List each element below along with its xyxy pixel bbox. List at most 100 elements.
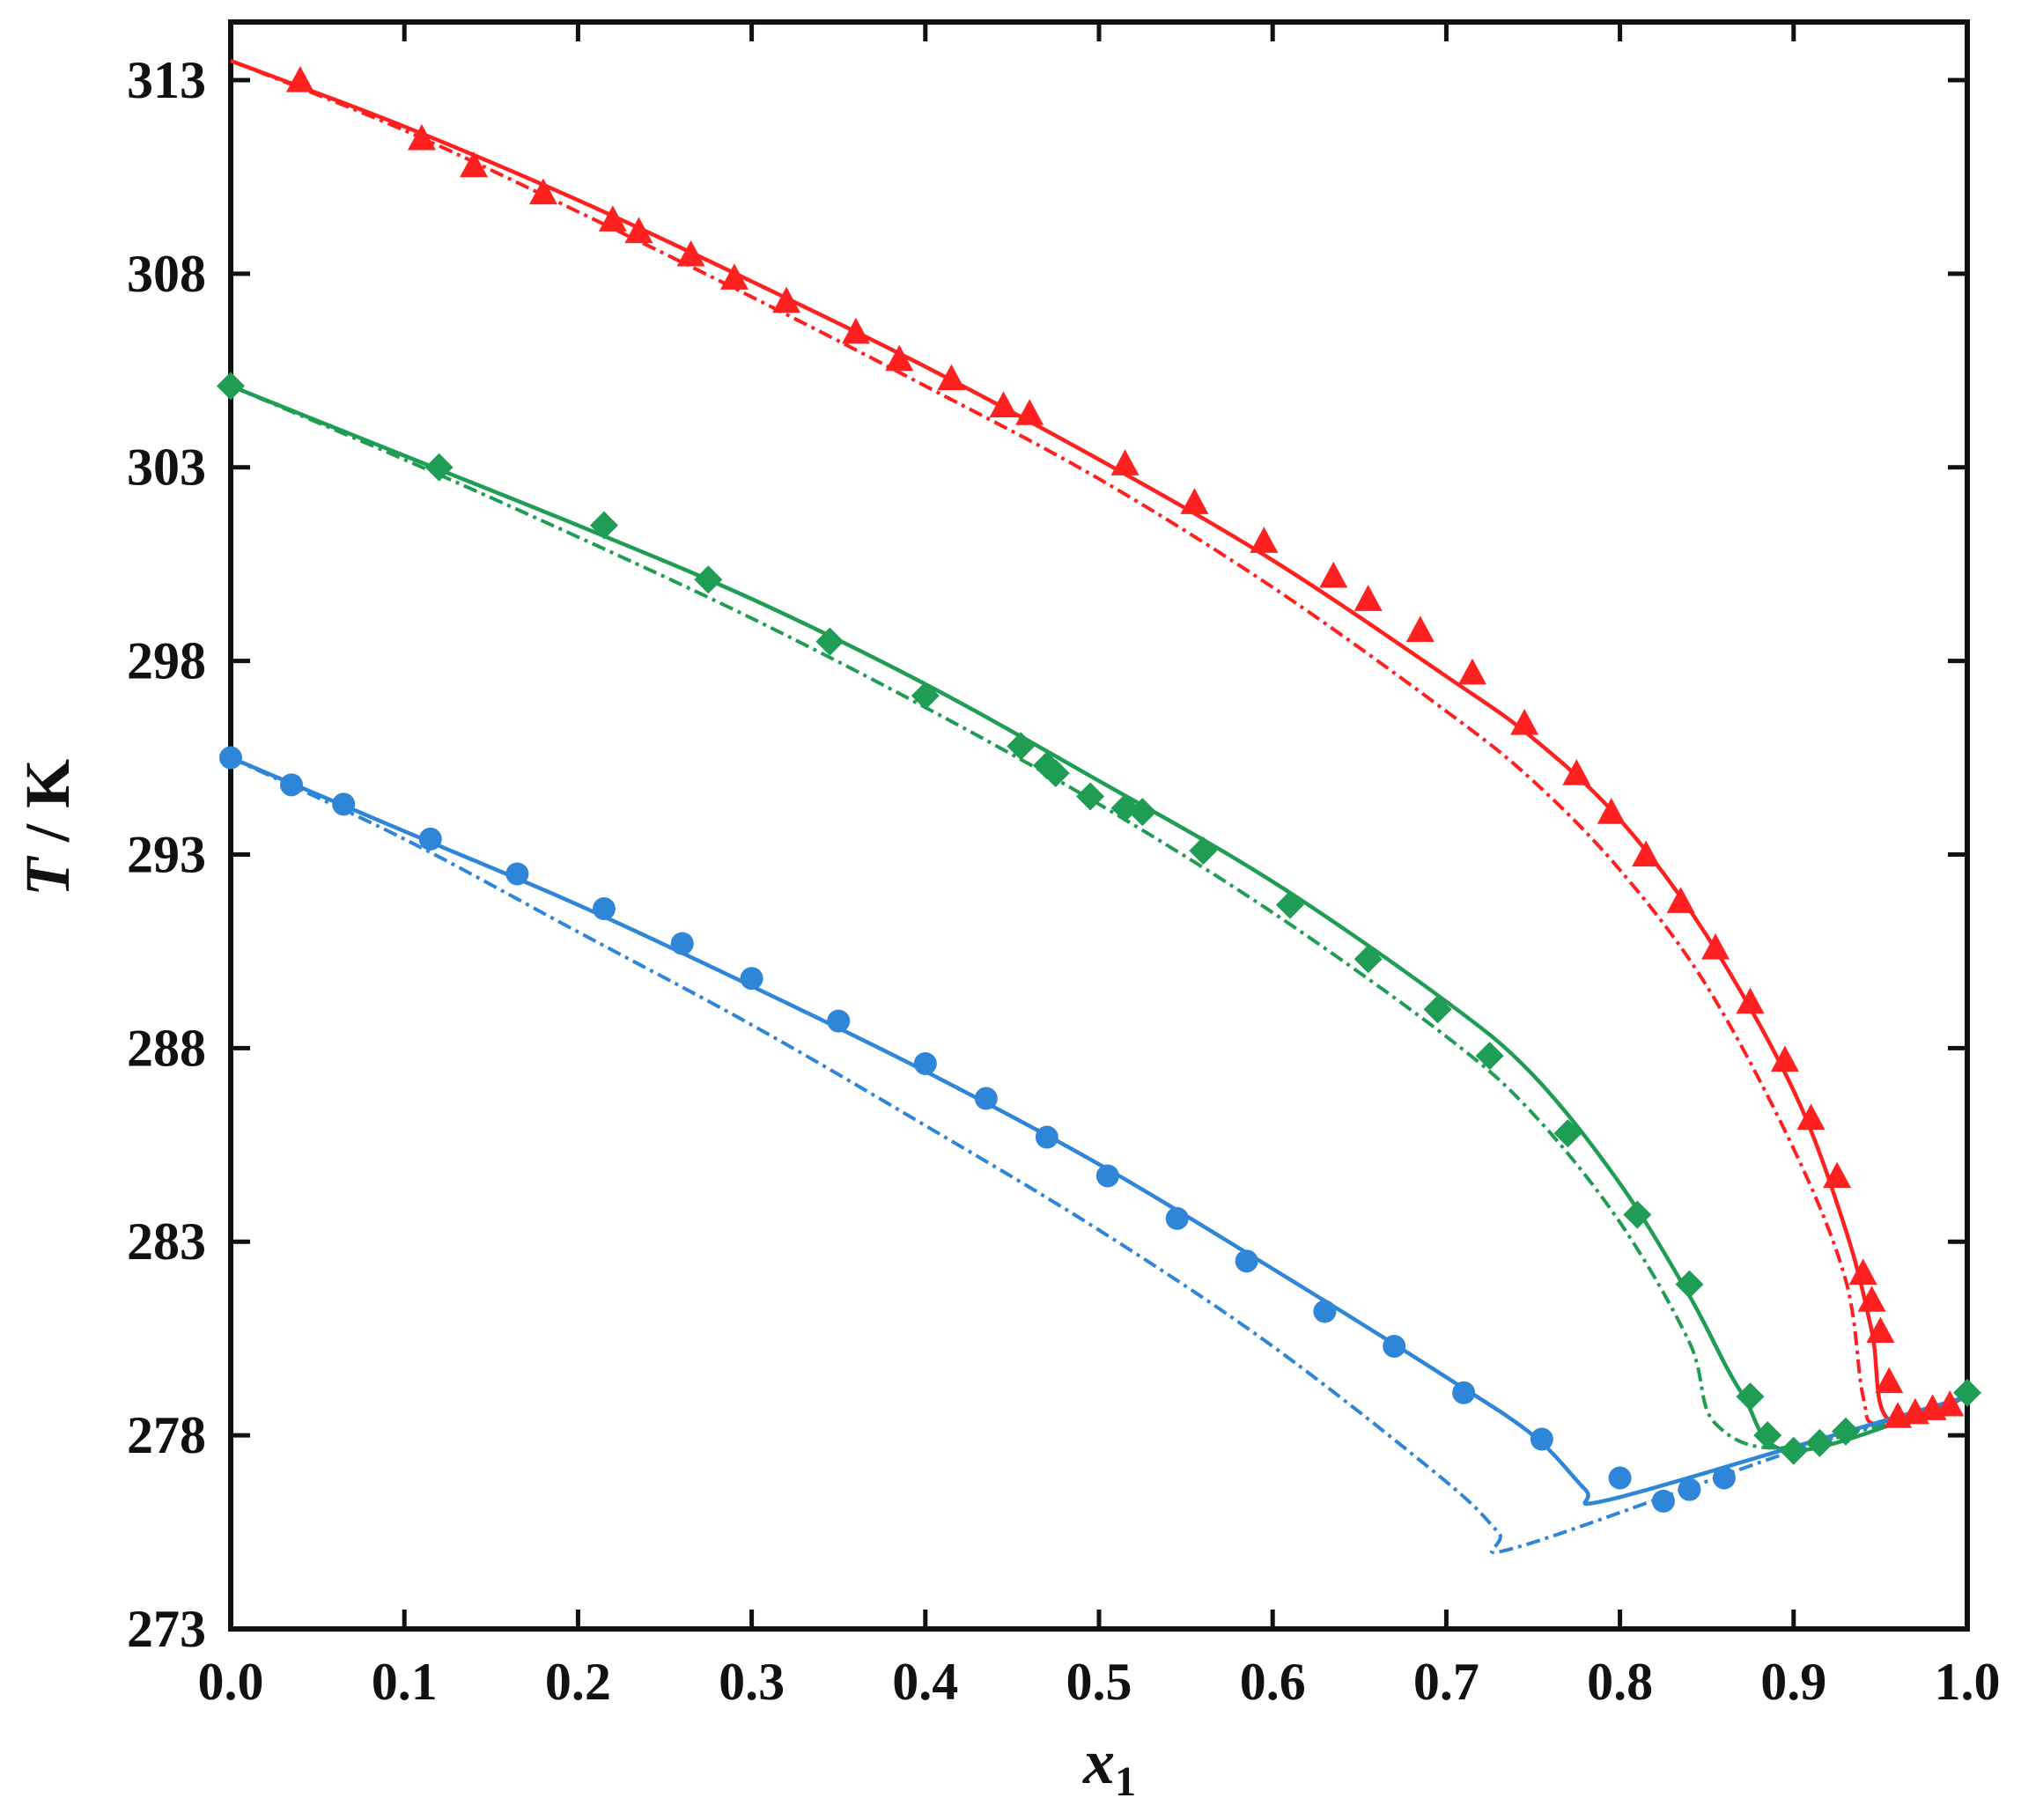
data-point-triangle xyxy=(989,391,1018,417)
data-point-triangle xyxy=(1875,1367,1904,1394)
data-points-group xyxy=(217,65,1981,1513)
x-tick-label: 0.0 xyxy=(198,1653,264,1711)
y-tick-label: 273 xyxy=(127,1600,206,1658)
data-point-circle xyxy=(670,932,694,955)
data-point-triangle xyxy=(1796,1103,1826,1131)
y-tick-label: 293 xyxy=(127,825,206,883)
data-point-diamond xyxy=(589,511,618,540)
x-tick-label: 0.4 xyxy=(892,1653,958,1711)
data-point-triangle xyxy=(1770,1045,1799,1072)
data-point-triangle xyxy=(1562,759,1591,785)
data-point-triangle xyxy=(624,217,653,244)
data-point-triangle xyxy=(841,317,870,344)
data-point-triangle xyxy=(1015,399,1044,425)
data-point-circle xyxy=(592,897,616,921)
fit-line-solid xyxy=(230,58,1968,1425)
y-axis-title: T / K xyxy=(12,759,83,896)
data-point-circle xyxy=(1452,1381,1476,1404)
data-point-triangle xyxy=(460,151,489,178)
axes-group xyxy=(228,19,1970,1632)
x-tick-label: 0.8 xyxy=(1587,1653,1653,1711)
data-point-triangle xyxy=(1510,708,1539,735)
data-point-triangle xyxy=(285,65,314,92)
data-point-diamond xyxy=(1041,759,1070,788)
data-point-circle xyxy=(1383,1334,1406,1358)
data-point-triangle xyxy=(1666,887,1695,913)
data-point-triangle xyxy=(1353,585,1383,611)
x-tick-label: 0.1 xyxy=(372,1653,438,1711)
data-point-diamond xyxy=(1007,732,1036,761)
data-point-circle xyxy=(219,746,242,770)
data-point-circle xyxy=(1095,1164,1119,1188)
data-point-circle xyxy=(1165,1206,1189,1230)
data-point-circle xyxy=(974,1087,998,1110)
data-point-triangle xyxy=(1319,561,1348,588)
data-point-triangle xyxy=(1597,798,1626,824)
data-point-diamond xyxy=(1623,1200,1652,1229)
data-point-triangle xyxy=(1866,1316,1895,1343)
plot-frame xyxy=(228,19,1970,1632)
data-point-triangle xyxy=(772,286,801,313)
data-point-triangle xyxy=(1848,1258,1877,1286)
y-tick-label: 303 xyxy=(127,438,206,497)
data-point-diamond xyxy=(1128,798,1157,827)
data-point-circle xyxy=(418,827,442,851)
data-point-diamond xyxy=(1675,1270,1704,1299)
fit-line-dashed xyxy=(230,384,1968,1450)
data-point-triangle xyxy=(937,364,966,391)
data-point-triangle xyxy=(1180,488,1209,514)
data-point-diamond xyxy=(694,565,723,594)
data-point-circle xyxy=(913,1051,937,1075)
data-point-triangle xyxy=(598,205,627,232)
x-tick-label: 0.2 xyxy=(545,1653,611,1711)
x-axis-title-subscript: 1 xyxy=(1115,1758,1136,1805)
data-point-diamond xyxy=(1423,995,1452,1024)
data-point-triangle xyxy=(1250,527,1279,553)
data-point-circle xyxy=(280,773,304,797)
data-point-diamond xyxy=(911,682,940,711)
y-tick-label: 298 xyxy=(127,632,206,690)
data-point-diamond xyxy=(1953,1378,1981,1407)
fit-lines-group xyxy=(230,58,1968,1555)
fit-line-dashed xyxy=(230,59,1968,1426)
data-point-triangle xyxy=(1701,933,1730,960)
data-point-diamond xyxy=(1475,1042,1504,1071)
data-point-circle xyxy=(1530,1427,1553,1451)
x-tick-label: 0.6 xyxy=(1240,1653,1306,1711)
data-point-triangle xyxy=(528,178,557,205)
data-point-circle xyxy=(740,967,763,991)
data-point-circle xyxy=(505,862,529,886)
x-tick-label: 0.5 xyxy=(1066,1653,1132,1711)
y-tick-label: 313 xyxy=(127,51,206,109)
data-point-circle xyxy=(1235,1249,1258,1273)
fit-line-solid xyxy=(230,384,1968,1453)
data-point-circle xyxy=(1678,1477,1701,1501)
y-tick-label: 278 xyxy=(127,1406,206,1464)
data-point-circle xyxy=(827,1009,851,1033)
data-point-circle xyxy=(1651,1489,1675,1513)
data-point-circle xyxy=(332,792,356,816)
data-point-diamond xyxy=(1779,1436,1808,1465)
data-point-circle xyxy=(1035,1125,1058,1149)
fit-line-dashed xyxy=(230,755,1968,1555)
data-point-circle xyxy=(1712,1466,1736,1490)
x-tick-label: 0.3 xyxy=(719,1653,785,1711)
data-point-circle xyxy=(1313,1300,1337,1323)
data-point-triangle xyxy=(1405,615,1435,643)
data-point-diamond xyxy=(1353,945,1383,974)
fit-line-solid xyxy=(230,755,1968,1507)
data-point-triangle xyxy=(407,123,436,151)
data-point-diamond xyxy=(1275,890,1304,919)
data-point-triangle xyxy=(1110,449,1140,475)
y-tick-label: 308 xyxy=(127,245,206,303)
data-point-diamond xyxy=(1553,1119,1582,1148)
data-point-diamond xyxy=(815,627,845,656)
x-tick-label: 1.0 xyxy=(1935,1653,2001,1711)
data-point-diamond xyxy=(1753,1421,1782,1450)
data-point-diamond xyxy=(1736,1382,1765,1411)
data-point-triangle xyxy=(1936,1389,1965,1417)
data-point-triangle xyxy=(885,344,914,372)
data-point-diamond xyxy=(1076,782,1105,811)
data-point-triangle xyxy=(1857,1286,1886,1312)
